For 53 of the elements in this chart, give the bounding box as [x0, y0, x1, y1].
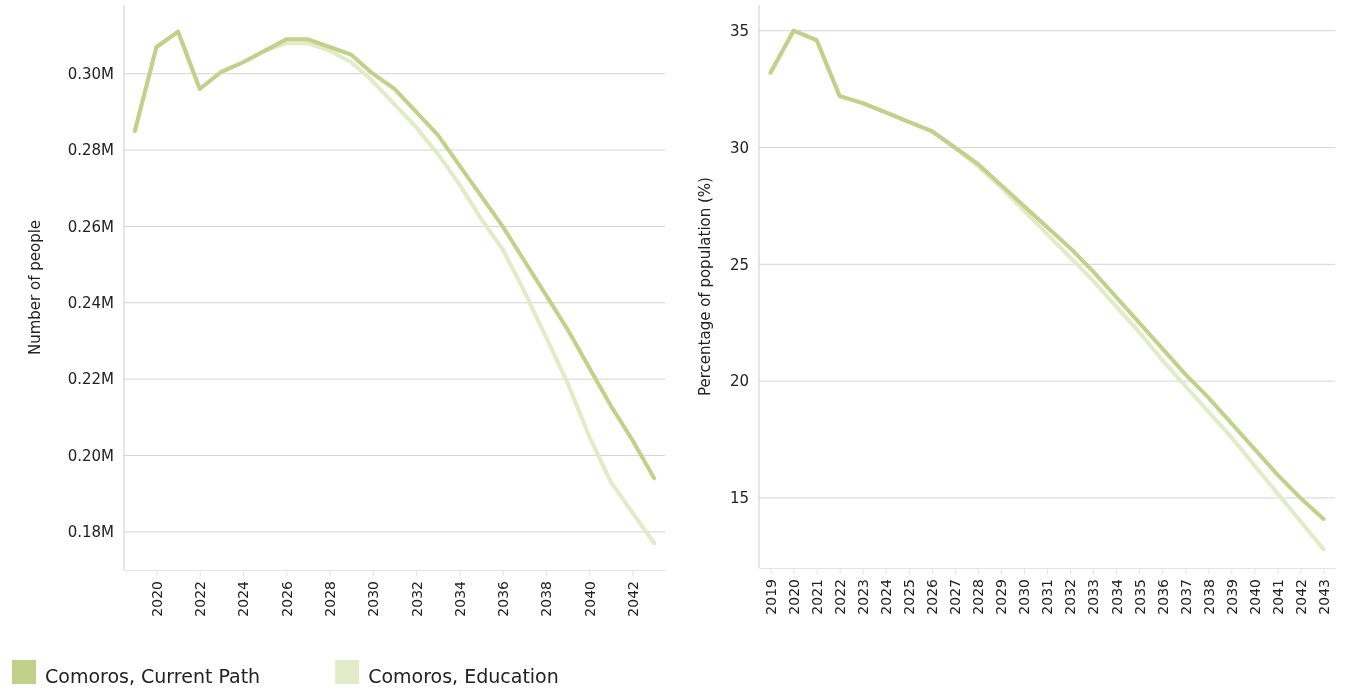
x-tick-label: 2040: [1246, 579, 1263, 615]
x-tick-label: 2042: [624, 581, 641, 617]
y-tick-label: 0.28M: [67, 141, 114, 160]
x-tick-label: 2032: [1062, 579, 1079, 615]
x-tick-label: 2036: [1154, 578, 1171, 615]
y-tick-label: 15: [729, 489, 749, 508]
x-tick-label: 2038: [538, 581, 555, 617]
x-tick-label: 2042: [1292, 579, 1309, 615]
x-tick-label: 2026: [278, 580, 295, 617]
x-tick-label: 2027: [947, 579, 964, 615]
x-tick-label: 2024: [235, 580, 252, 617]
y-axis-title: Percentage of population (%): [696, 177, 714, 396]
x-tick-label: 2022: [832, 579, 849, 615]
y-tick-label: 0.18M: [67, 523, 114, 542]
x-tick-label: 2034: [1108, 578, 1125, 615]
legend-label: Comoros, Education: [368, 665, 559, 687]
x-tick-label: 2023: [855, 579, 872, 615]
x-tick-label: 2032: [408, 581, 425, 617]
y-tick-label: 20: [729, 372, 749, 391]
x-tick-label: 2030: [1016, 579, 1033, 615]
x-tick-label: 2040: [581, 581, 598, 617]
x-tick-label: 2037: [1177, 579, 1194, 615]
y-tick-label: 0.20M: [67, 446, 114, 465]
x-tick-label: 2020: [785, 579, 802, 615]
y-tick-label: 25: [729, 255, 749, 274]
x-tick-label: 2028: [970, 579, 987, 615]
x-tick-label: 2035: [1131, 579, 1148, 615]
y-axis-title: Number of people: [26, 219, 44, 356]
x-tick-label: 2028: [321, 581, 338, 617]
y-tick-label: 35: [729, 22, 749, 40]
x-tick-label: 2033: [1085, 579, 1102, 615]
legend-label: Comoros, Current Path: [45, 665, 261, 687]
y-tick-label: 0.22M: [67, 370, 114, 389]
x-tick-label: 2031: [1039, 579, 1056, 615]
x-tick-label: 2043: [1315, 579, 1332, 615]
y-tick-label: 0.24M: [67, 294, 114, 313]
x-tick-label: 2022: [192, 581, 209, 617]
x-tick-label: 2039: [1223, 579, 1240, 615]
x-tick-label: 2030: [365, 581, 382, 617]
x-tick-label: 2041: [1269, 579, 1286, 615]
x-tick-label: 2024: [878, 578, 895, 615]
x-tick-label: 2036: [495, 580, 512, 617]
x-tick-label: 2025: [901, 579, 918, 615]
x-tick-label: 2029: [993, 579, 1010, 615]
y-tick-label: 30: [729, 138, 749, 157]
x-tick-label: 2034: [451, 580, 468, 617]
x-tick-label: 2019: [762, 579, 779, 615]
x-tick-label: 2038: [1200, 579, 1217, 615]
x-tick-label: 2026: [924, 578, 941, 615]
x-tick-label: 2021: [809, 579, 825, 615]
x-tick-label: 2020: [148, 581, 165, 617]
y-tick-label: 0.26M: [67, 217, 114, 236]
y-tick-label: 0.30M: [67, 65, 114, 84]
